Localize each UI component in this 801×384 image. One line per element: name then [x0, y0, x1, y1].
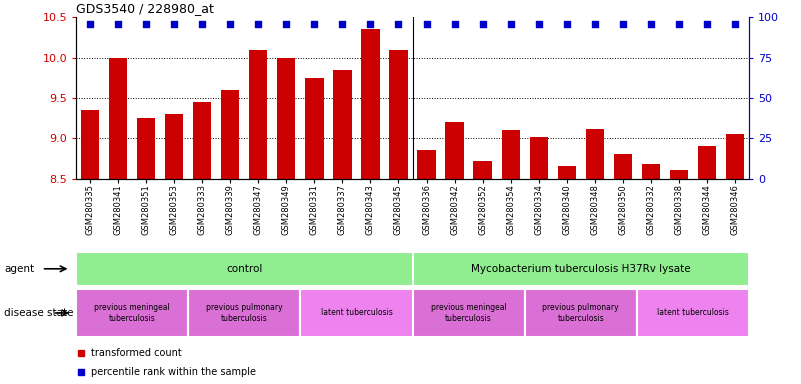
- Bar: [698, 146, 716, 179]
- Bar: [188, 289, 300, 337]
- Point: [252, 21, 264, 27]
- Bar: [221, 90, 239, 179]
- Bar: [413, 289, 525, 337]
- Bar: [726, 134, 744, 179]
- Text: previous meningeal
tuberculosis: previous meningeal tuberculosis: [95, 303, 170, 323]
- Text: GDS3540 / 228980_at: GDS3540 / 228980_at: [76, 2, 214, 15]
- Point: [588, 21, 601, 27]
- Bar: [413, 252, 749, 286]
- Text: Mycobacterium tuberculosis H37Rv lysate: Mycobacterium tuberculosis H37Rv lysate: [471, 264, 690, 274]
- Bar: [637, 289, 749, 337]
- Point: [139, 21, 152, 27]
- Bar: [109, 58, 127, 179]
- Bar: [165, 114, 183, 179]
- Point: [111, 21, 125, 27]
- Point: [168, 21, 181, 27]
- Bar: [445, 122, 464, 179]
- Point: [644, 21, 657, 27]
- Bar: [389, 50, 408, 179]
- Bar: [361, 30, 380, 179]
- Point: [700, 21, 713, 27]
- Bar: [137, 118, 155, 179]
- Bar: [614, 154, 632, 179]
- Point: [616, 21, 629, 27]
- Bar: [76, 289, 188, 337]
- Point: [392, 21, 405, 27]
- Bar: [501, 130, 520, 179]
- Text: previous meningeal
tuberculosis: previous meningeal tuberculosis: [431, 303, 506, 323]
- Point: [84, 21, 96, 27]
- Bar: [417, 151, 436, 179]
- Bar: [249, 50, 268, 179]
- Text: percentile rank within the sample: percentile rank within the sample: [91, 367, 256, 377]
- Point: [532, 21, 545, 27]
- Point: [224, 21, 237, 27]
- Point: [280, 21, 293, 27]
- Point: [728, 21, 741, 27]
- Bar: [473, 161, 492, 179]
- Bar: [277, 58, 296, 179]
- Bar: [81, 110, 99, 179]
- Bar: [76, 252, 413, 286]
- Text: previous pulmonary
tuberculosis: previous pulmonary tuberculosis: [206, 303, 283, 323]
- Text: agent: agent: [4, 264, 34, 274]
- Point: [195, 21, 208, 27]
- Bar: [300, 289, 413, 337]
- Point: [449, 21, 461, 27]
- Point: [561, 21, 574, 27]
- Bar: [529, 137, 548, 179]
- Bar: [333, 70, 352, 179]
- Text: latent tuberculosis: latent tuberculosis: [657, 308, 729, 318]
- Text: latent tuberculosis: latent tuberculosis: [320, 308, 392, 318]
- Bar: [525, 289, 637, 337]
- Text: disease state: disease state: [4, 308, 74, 318]
- Point: [476, 21, 489, 27]
- Bar: [670, 170, 688, 179]
- Bar: [586, 129, 604, 179]
- Bar: [557, 167, 576, 179]
- Point: [336, 21, 349, 27]
- Bar: [193, 102, 211, 179]
- Point: [364, 21, 377, 27]
- Text: previous pulmonary
tuberculosis: previous pulmonary tuberculosis: [542, 303, 619, 323]
- Text: transformed count: transformed count: [91, 348, 182, 358]
- Point: [421, 21, 433, 27]
- Bar: [305, 78, 324, 179]
- Point: [308, 21, 320, 27]
- Bar: [642, 164, 660, 179]
- Text: control: control: [226, 264, 263, 274]
- Point: [505, 21, 517, 27]
- Point: [672, 21, 685, 27]
